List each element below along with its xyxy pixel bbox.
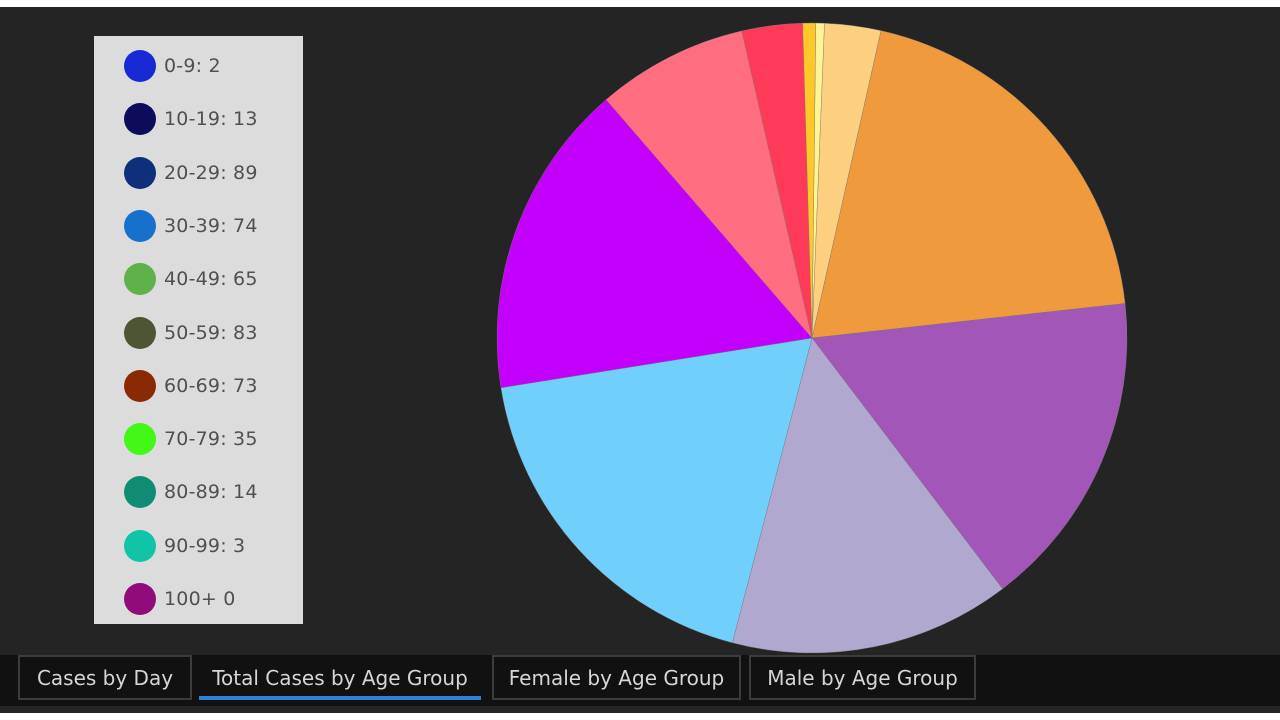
tab-label: Total Cases by Age Group (212, 665, 468, 690)
legend-item: 60-69: 73 (124, 369, 258, 403)
legend-swatch (124, 369, 156, 402)
tab-cases-by-day[interactable]: Cases by Day (18, 655, 192, 700)
legend-label: 50-59: 83 (164, 321, 258, 344)
legend-swatch (124, 529, 156, 562)
legend-item: 50-59: 83 (124, 316, 258, 350)
tab-female-by-age-group[interactable]: Female by Age Group (492, 655, 741, 700)
legend-item: 30-39: 74 (124, 209, 258, 243)
legend-label: 90-99: 3 (164, 534, 246, 557)
legend-label: 40-49: 65 (164, 268, 258, 291)
pie-slice-30-39[interactable] (811, 303, 1128, 590)
legend-item: 20-29: 89 (124, 156, 258, 190)
legend-swatch (124, 50, 156, 82)
legend-swatch (124, 316, 156, 349)
legend-label: 80-89: 14 (164, 481, 258, 504)
legend-item: 10-19: 13 (124, 102, 258, 136)
pie-slice-60-69[interactable] (496, 99, 813, 388)
legend-label: 20-29: 89 (164, 161, 258, 184)
legend: 0-9: 2 10-19: 13 20-29: 89 30-39: 74 40-49: … (94, 36, 303, 624)
tab-label: Cases by Day (36, 665, 174, 690)
tab-male-by-age-group[interactable]: Male by Age Group (749, 655, 976, 700)
tab-total-cases-by-age-group[interactable]: Total Cases by Age Group (197, 655, 483, 700)
pie-slice-20-29[interactable] (811, 30, 1126, 339)
tab-label: Female by Age Group (508, 665, 725, 690)
legend-item: 40-49: 65 (124, 262, 258, 296)
legend-label: 10-19: 13 (164, 108, 258, 131)
pie-slice-70-79[interactable] (605, 30, 813, 339)
legend-swatch (124, 103, 156, 136)
active-tab-indicator (199, 696, 481, 700)
legend-label: 60-69: 73 (164, 374, 258, 397)
pie-slice-40-49[interactable] (732, 337, 1003, 654)
tab-bar: Cases by Day Total Cases by Age Group Fe… (0, 655, 1280, 706)
pie-slice-50-59[interactable] (500, 337, 813, 643)
legend-item: 70-79: 35 (124, 422, 258, 456)
legend-swatch (124, 263, 156, 296)
legend-item: 90-99: 3 (124, 529, 245, 563)
legend-item: 80-89: 14 (124, 475, 258, 509)
legend-swatch (124, 423, 156, 456)
legend-swatch (124, 476, 156, 509)
pie-slice-90-99[interactable] (802, 22, 816, 339)
legend-label: 100+ 0 (164, 588, 236, 610)
legend-label: 30-39: 74 (164, 214, 258, 237)
legend-swatch (124, 583, 156, 615)
legend-swatch (124, 209, 156, 242)
legend-item: 100+ 0 (124, 582, 236, 616)
tab-label: Male by Age Group (767, 665, 958, 690)
legend-label: 70-79: 35 (164, 428, 258, 451)
legend-swatch (124, 156, 156, 189)
legend-item: 0-9: 2 (124, 49, 221, 83)
legend-label: 0-9: 2 (164, 55, 221, 77)
